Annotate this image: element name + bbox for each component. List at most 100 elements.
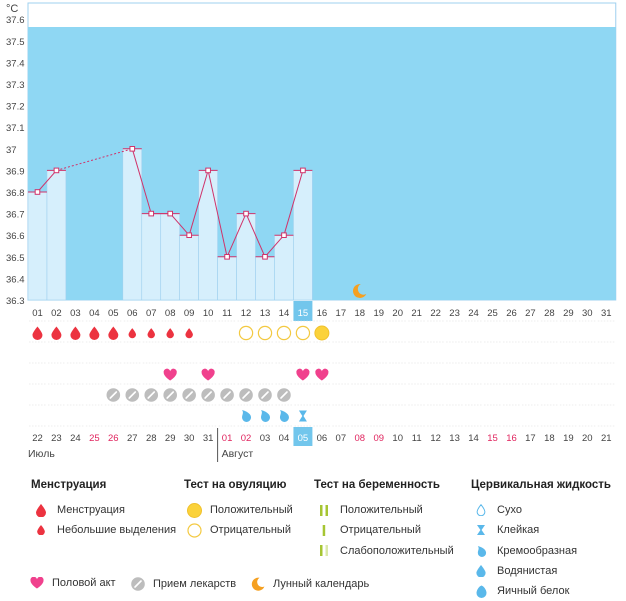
day-label: 18 (355, 308, 366, 319)
cervical-creamy-marker (279, 410, 289, 422)
temperature-line (207, 170, 228, 257)
temperature-bar (217, 256, 237, 301)
temperature-line (169, 213, 190, 236)
temperature-bar (198, 170, 218, 301)
y-tick-label: 37.5 (6, 37, 25, 48)
medication-marker-line (166, 391, 174, 399)
day-label: 19 (373, 308, 384, 319)
date-label: 01 (222, 433, 233, 444)
legend-moon-label: Лунный календарь (273, 578, 370, 590)
y-tick-label: 36.4 (6, 274, 25, 285)
date-label: 09 (373, 433, 384, 444)
month-label: Июль (28, 448, 55, 460)
day-label: 27 (525, 308, 536, 319)
temperature-line (226, 213, 247, 258)
legend-cervical: Цервикальная жидкость Сухо Клейкая Кремо… (471, 479, 611, 601)
date-label: 02 (241, 433, 252, 444)
menstruation-light-icon (31, 525, 51, 536)
pregnancy-faint-icon (314, 544, 334, 557)
intercourse-marker (296, 368, 310, 381)
temperature-point (300, 167, 306, 174)
temperature-bar (255, 256, 275, 301)
date-label: 22 (32, 433, 43, 444)
legend-cervical-eggwhite: Яичный белок (497, 585, 570, 598)
day-label: 07 (146, 308, 157, 319)
date-label: 10 (392, 433, 403, 444)
legend-menstruation: Менструация Менструация Небольшие выделе… (31, 479, 176, 541)
temperature-point (243, 210, 249, 217)
date-label: 04 (279, 433, 290, 444)
y-tick-label: 37 (6, 145, 17, 156)
temperature-point (53, 167, 60, 174)
ovulation-negative-marker (257, 325, 273, 341)
y-tick-label: 37.3 (6, 80, 25, 91)
day-label: 11 (222, 308, 232, 319)
cervical-creamy-marker (242, 410, 252, 422)
day-label: 02 (51, 308, 62, 319)
current-day-highlight (293, 301, 313, 321)
day-label: 25 (487, 308, 498, 319)
legend-cervical-dry: Сухо (497, 504, 522, 517)
legend-cervical-watery: Водянистая (497, 565, 558, 578)
y-tick-label: 37.6 (6, 15, 25, 26)
cervical-creamy-icon (471, 545, 491, 557)
day-label: 05 (108, 308, 119, 319)
temperature-bar (293, 170, 313, 301)
legend-pregnancy: Тест на беременность Положительный Отриц… (314, 479, 454, 561)
cervical-sticky-marker (298, 410, 307, 422)
y-unit-label: °C (6, 3, 18, 15)
menstruation-marker (51, 326, 62, 340)
menstruation-marker (185, 328, 193, 339)
day-label: 21 (411, 308, 422, 319)
cervical-sticky-icon (471, 524, 491, 536)
cervical-dry-icon (471, 504, 491, 517)
cervical-creamy-marker (261, 410, 270, 422)
legend-menstruation-item: Менструация (57, 504, 125, 517)
legend-medication: Прием лекарств (131, 577, 236, 591)
ovulation-negative-marker (276, 325, 292, 341)
menstruation-marker (89, 326, 100, 340)
date-label: 23 (51, 433, 62, 444)
medication-marker-line (242, 391, 250, 399)
date-label: 03 (260, 433, 271, 444)
menstruation-heavy-icon (31, 503, 51, 517)
menstruation-marker (32, 326, 43, 340)
temperature-point (224, 254, 230, 260)
medication-marker-line (223, 391, 231, 399)
medication-marker-line (280, 391, 288, 399)
day-label: 12 (241, 308, 252, 319)
temperature-point (281, 232, 287, 238)
moon-icon (251, 577, 265, 591)
bbt-chart: °C 36.3 36.4 36.5 36.6 36.7 36.8 36.9 37 37.1 37.2… (6, 2, 617, 462)
day-label: 06 (127, 308, 138, 319)
medication-marker-line (204, 391, 212, 399)
intercourse-marker (315, 368, 329, 381)
day-label: 26 (506, 308, 517, 319)
medication-marker-line (185, 391, 193, 399)
y-tick-label: 36.5 (6, 253, 25, 264)
legend-spotting-item: Небольшие выделения (57, 524, 177, 537)
day-label: 24 (468, 308, 479, 319)
date-label: 29 (165, 433, 176, 444)
temperature-point (205, 167, 211, 174)
menstruation-marker (166, 328, 174, 339)
date-label: 12 (430, 433, 441, 444)
medication-marker-line (147, 391, 156, 399)
day-label: 22 (430, 308, 441, 319)
ovulation-negative-marker (238, 325, 254, 341)
intercourse-marker (201, 368, 215, 381)
temperature-point (148, 210, 155, 217)
day-label: 08 (165, 308, 176, 319)
temperature-point (167, 210, 173, 217)
day-label: 16 (317, 308, 328, 319)
date-label: 27 (127, 433, 138, 444)
legend-title-pregnancy: Тест на беременность (314, 479, 440, 491)
cervical-eggwhite-icon (471, 585, 491, 598)
cervical-watery-icon (471, 565, 491, 578)
date-label: 16 (506, 433, 517, 444)
month-label: Август (222, 448, 254, 460)
day-label: 09 (184, 308, 195, 319)
date-label: 25 (89, 433, 100, 444)
temperature-bar (27, 191, 48, 301)
legend-pregnancy-positive: Положительный (340, 504, 423, 517)
